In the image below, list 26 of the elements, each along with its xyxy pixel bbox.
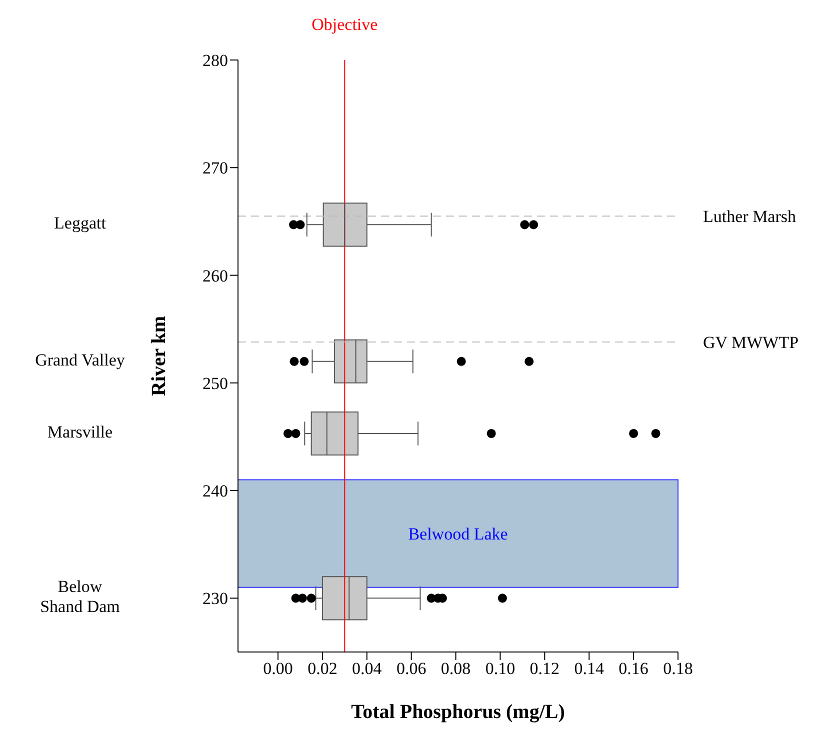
x-axis-title: Total Phosphorus (mg/L) <box>351 701 565 723</box>
x-tick-label: 0.12 <box>530 659 560 678</box>
x-tick-label: 0.16 <box>618 659 648 678</box>
y-tick-label: 270 <box>202 158 228 178</box>
x-tick-label: 0.10 <box>485 659 516 678</box>
y-tick-label: 240 <box>202 482 228 501</box>
y-tick-label: 250 <box>202 374 228 393</box>
ref-line-label: Luther Marsh <box>703 207 796 226</box>
x-tick-label: 0.02 <box>308 659 338 678</box>
ref-line-label: GV MWWTP <box>703 333 799 352</box>
x-tick-label: 0.06 <box>396 659 426 678</box>
band-label: Belwood Lake <box>408 524 508 544</box>
y-axis-title: River km <box>148 316 170 396</box>
y-tick-label: 280 <box>202 51 228 70</box>
text: Grand Valley <box>35 350 126 370</box>
y-tick-label: 230 <box>202 589 228 608</box>
x-tick-label: 0.14 <box>574 659 604 678</box>
text: Below Shand Dam <box>40 577 120 616</box>
x-tick-label: 0.00 <box>263 659 293 678</box>
ref-line-label: Objective <box>312 15 378 34</box>
y-tick-label: 260 <box>202 266 228 286</box>
x-tick-label: 0.08 <box>440 659 471 678</box>
text: Marsville <box>47 422 113 442</box>
x-tick-label: 0.04 <box>352 659 382 678</box>
x-tick-label: 0.18 <box>663 659 693 678</box>
text: Leggatt <box>54 214 106 233</box>
